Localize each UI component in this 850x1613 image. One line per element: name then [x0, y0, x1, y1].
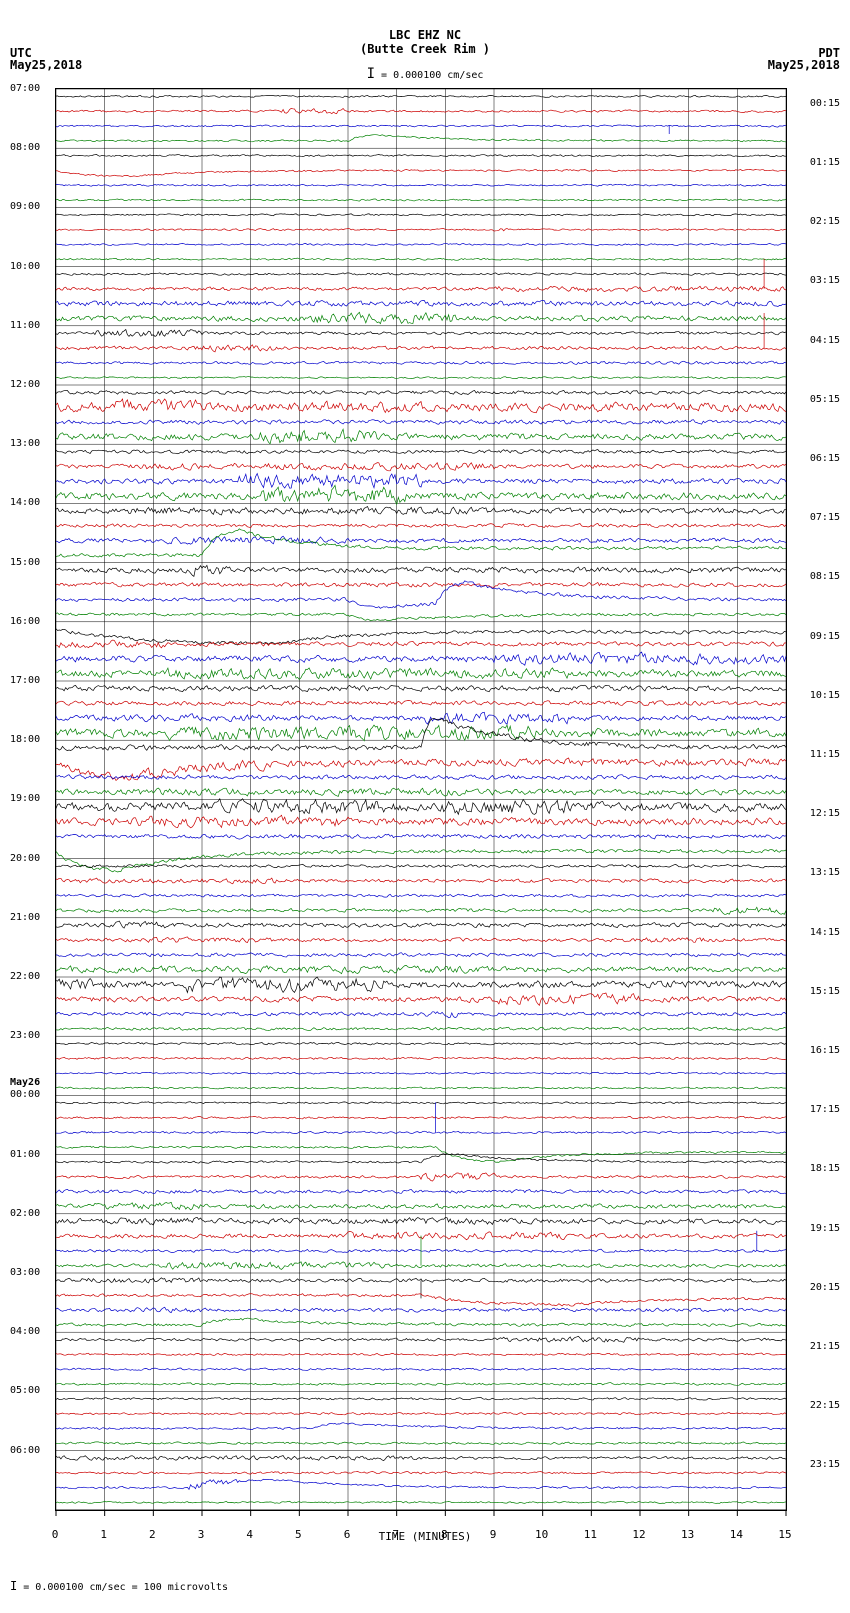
plot-area [55, 88, 787, 1511]
utc-hour-label: 23:00 [10, 1030, 40, 1041]
pdt-hour-label: 15:15 [810, 986, 840, 997]
x-axis-label: TIME (MINUTES) [0, 1530, 850, 1543]
utc-hour-label: 03:00 [10, 1267, 40, 1278]
pdt-hour-label: 16:15 [810, 1045, 840, 1056]
pdt-hour-label: 22:15 [810, 1400, 840, 1411]
pdt-hour-label: 21:15 [810, 1341, 840, 1352]
pdt-hour-label: 10:15 [810, 690, 840, 701]
utc-hour-label: 01:00 [10, 1149, 40, 1160]
pdt-hour-label: 12:15 [810, 808, 840, 819]
date-right: May25,2018 [768, 58, 840, 72]
pdt-hour-label: 19:15 [810, 1223, 840, 1234]
pdt-hour-label: 02:15 [810, 216, 840, 227]
utc-hour-label: 14:00 [10, 497, 40, 508]
day2-label: May26 [10, 1077, 40, 1088]
pdt-hour-label: 01:15 [810, 157, 840, 168]
utc-hour-label: 04:00 [10, 1326, 40, 1337]
pdt-hour-label: 00:15 [810, 98, 840, 109]
utc-hour-label: 18:00 [10, 734, 40, 745]
station-location: (Butte Creek Rim ) [0, 42, 850, 56]
utc-hour-label: 07:00 [10, 83, 40, 94]
utc-hour-label: 16:00 [10, 616, 40, 627]
pdt-hour-label: 08:15 [810, 571, 840, 582]
pdt-hour-label: 03:15 [810, 275, 840, 286]
utc-hour-label: 21:00 [10, 912, 40, 923]
pdt-hour-label: 13:15 [810, 867, 840, 878]
pdt-hour-label: 11:15 [810, 749, 840, 760]
pdt-hour-label: 09:15 [810, 631, 840, 642]
date-left: May25,2018 [10, 58, 82, 72]
pdt-hour-label: 14:15 [810, 927, 840, 938]
pdt-hour-label: 18:15 [810, 1163, 840, 1174]
utc-hour-label: 05:00 [10, 1385, 40, 1396]
utc-hour-label: 17:00 [10, 675, 40, 686]
station-header: LBC EHZ NC (Butte Creek Rim ) [0, 28, 850, 56]
pdt-hour-label: 23:15 [810, 1459, 840, 1470]
pdt-hour-label: 04:15 [810, 335, 840, 346]
utc-hour-label: 20:00 [10, 853, 40, 864]
utc-hour-label: 06:00 [10, 1445, 40, 1456]
scale-indicator: I = 0.000100 cm/sec [0, 66, 850, 82]
seismogram-svg [56, 89, 786, 1510]
pdt-hour-label: 06:15 [810, 453, 840, 464]
utc-hour-label: 19:00 [10, 793, 40, 804]
pdt-hour-label: 20:15 [810, 1282, 840, 1293]
utc-hour-label: 10:00 [10, 261, 40, 272]
utc-hour-label: 12:00 [10, 379, 40, 390]
seismogram-container: LBC EHZ NC (Butte Creek Rim ) I = 0.0001… [0, 0, 850, 1613]
utc-hour-label: 11:00 [10, 320, 40, 331]
pdt-hour-label: 07:15 [810, 512, 840, 523]
station-code: LBC EHZ NC [0, 28, 850, 42]
utc-hour-label: 08:00 [10, 142, 40, 153]
utc-hour-label: 02:00 [10, 1208, 40, 1219]
utc-hour-label: 00:00 [10, 1089, 40, 1100]
pdt-hour-label: 05:15 [810, 394, 840, 405]
utc-hour-label: 15:00 [10, 557, 40, 568]
utc-hour-label: 09:00 [10, 201, 40, 212]
utc-hour-label: 13:00 [10, 438, 40, 449]
pdt-hour-label: 17:15 [810, 1104, 840, 1115]
footer-scale: I = 0.000100 cm/sec = 100 microvolts [10, 1579, 228, 1593]
utc-hour-label: 22:00 [10, 971, 40, 982]
